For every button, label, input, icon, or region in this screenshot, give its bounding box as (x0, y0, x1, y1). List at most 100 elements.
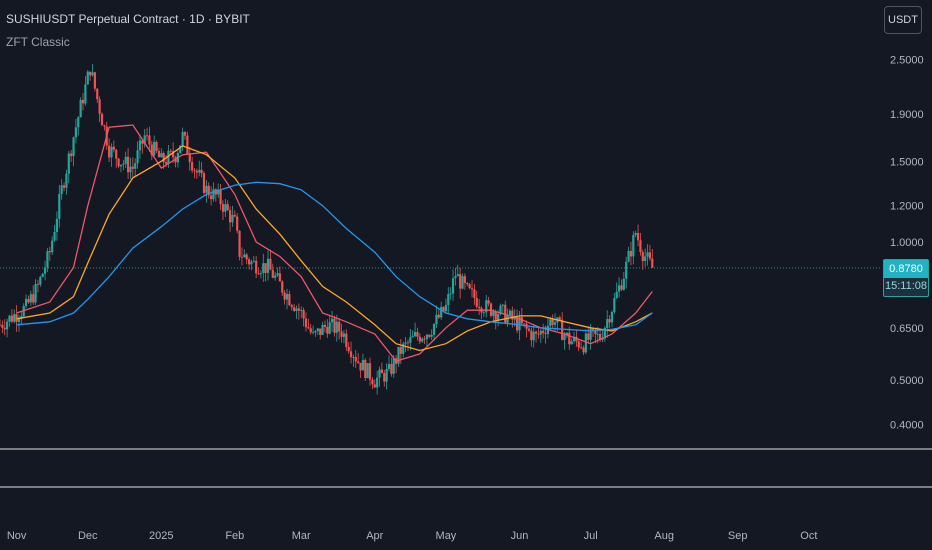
candle-body (608, 319, 611, 323)
candle-body (162, 153, 165, 163)
x-tick-label: Dec (78, 530, 98, 542)
candle-body (257, 273, 260, 275)
candle-body (641, 252, 644, 262)
candle-body (565, 332, 569, 335)
candle-body (568, 332, 571, 345)
candle-body (354, 357, 357, 362)
candle-body (428, 334, 431, 337)
candle-body (497, 314, 500, 320)
candle-body (338, 321, 341, 332)
candle-body (385, 368, 388, 382)
candle-body (32, 294, 35, 303)
currency-button[interactable]: USDT (884, 6, 922, 34)
candle-body (77, 117, 80, 128)
candle-body (648, 252, 652, 259)
indicator-label[interactable]: ZFT Classic (6, 35, 70, 49)
candle-body (328, 322, 331, 334)
candle-body (551, 319, 554, 325)
candle-body (409, 337, 412, 343)
candle-body (466, 283, 469, 285)
candle-body (15, 314, 18, 322)
candle-body (84, 84, 87, 104)
candle-body (143, 135, 146, 144)
candle-body (274, 275, 277, 278)
candle-body (13, 314, 16, 322)
candle-body (440, 306, 443, 318)
candle-body (532, 331, 535, 341)
candle-body (437, 314, 440, 318)
candle-body (136, 150, 139, 164)
candle-body (55, 218, 59, 233)
candle-body (518, 317, 521, 331)
candle-body (67, 153, 70, 174)
x-tick-label: Nov (7, 530, 27, 542)
candle-body (321, 324, 324, 335)
candle-body (74, 127, 78, 138)
candle-body (366, 363, 369, 379)
candle-body (492, 311, 495, 316)
candle-body (387, 364, 391, 369)
candle-body (72, 137, 75, 157)
candle-body (378, 369, 381, 378)
candle-body (357, 361, 360, 363)
candle-body (421, 338, 424, 342)
candle-body (60, 185, 63, 195)
candle-body (651, 258, 654, 268)
candle-body (96, 88, 99, 100)
candle-body (359, 362, 362, 371)
candle-body (589, 328, 592, 340)
candle-body (470, 288, 474, 290)
candle-body (435, 314, 438, 324)
candle-body (93, 72, 96, 89)
candle-body (58, 194, 61, 219)
candle-body (558, 317, 561, 320)
candle-body (231, 214, 234, 223)
candle-body (542, 330, 545, 334)
candle-body (539, 330, 542, 335)
candle-body (183, 132, 187, 136)
candle-body (326, 326, 329, 334)
candle-body (549, 319, 552, 326)
candle-body (202, 173, 206, 193)
candle-body (307, 327, 310, 329)
candle-body (340, 331, 343, 337)
candle-body (157, 151, 161, 158)
candle-body (131, 166, 134, 169)
candle-body (390, 364, 393, 374)
candle-body (269, 258, 272, 270)
candle-body (259, 273, 263, 275)
candle-body (444, 304, 448, 312)
candle-body (610, 311, 614, 323)
candle-body (632, 235, 635, 257)
x-tick-label: Apr (366, 530, 383, 542)
candle-body (238, 230, 241, 257)
candle-body (155, 141, 158, 152)
candle-body (219, 189, 222, 205)
candle-body (534, 331, 538, 334)
candle-body (98, 99, 101, 114)
candle-body (172, 151, 175, 158)
candle-body (402, 343, 405, 354)
candle-body (591, 328, 595, 330)
candle-body (625, 261, 628, 279)
x-tick-label: Aug (654, 530, 674, 542)
candle-body (153, 141, 156, 156)
candle-body (8, 315, 11, 322)
candle-body (594, 329, 597, 335)
symbol-title[interactable]: SUSHIUSDT Perpetual Contract · 1D · BYBI… (6, 12, 250, 26)
candle-body (186, 135, 189, 155)
candle-body (572, 336, 576, 342)
x-tick-label: 2025 (149, 530, 173, 542)
candle-body (288, 293, 291, 306)
candle-body (447, 294, 450, 305)
candle-body (10, 315, 13, 322)
candle-body (129, 166, 132, 173)
candle-body (361, 359, 365, 371)
candle-body (198, 169, 201, 173)
candle-body (368, 363, 372, 380)
ma-line-2 (16, 145, 653, 352)
candle-body (212, 189, 215, 200)
candle-body (504, 304, 507, 323)
candle-body (513, 316, 516, 320)
